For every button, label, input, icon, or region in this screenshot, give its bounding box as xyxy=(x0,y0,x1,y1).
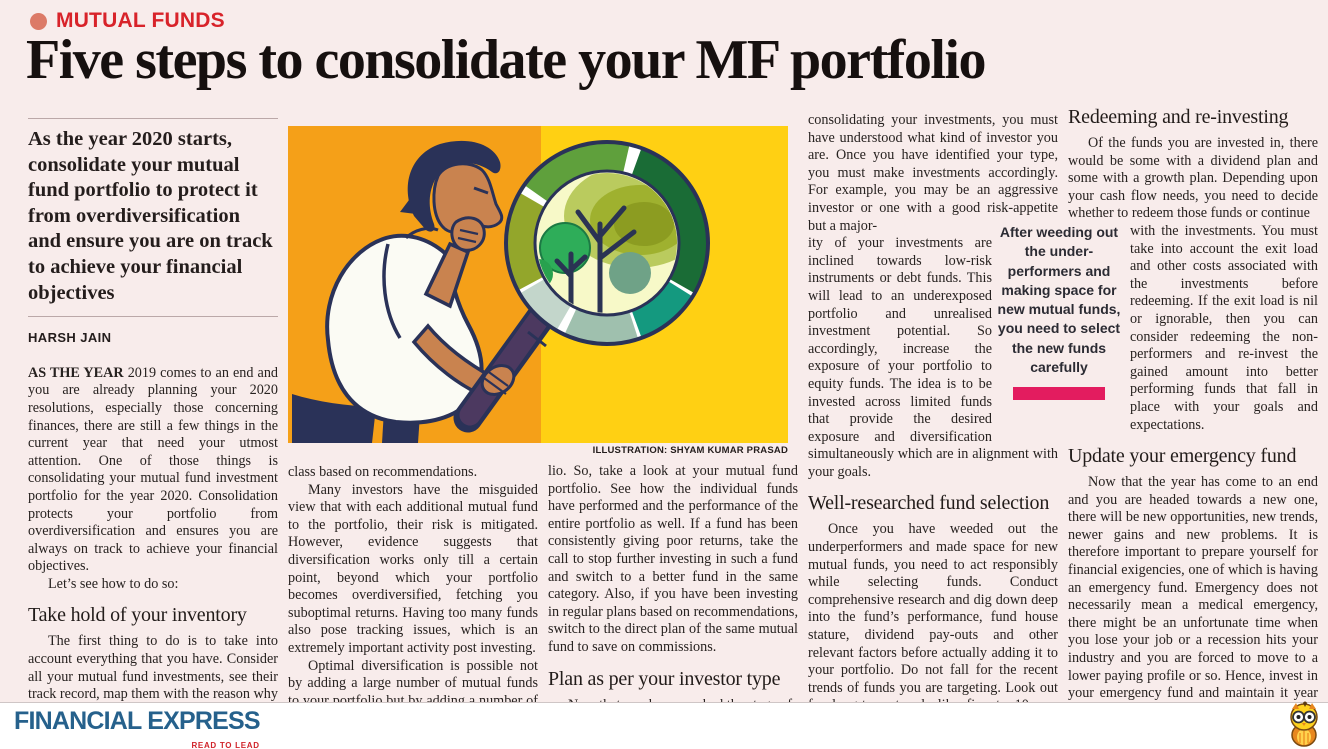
body-paragraph: AS THE YEAR 2019 comes to an end and you… xyxy=(28,365,278,576)
lead-in: AS THE YEAR xyxy=(28,364,124,381)
section-heading-fund-selection: Well-researched fund selection xyxy=(808,492,1050,515)
magnifier-lens xyxy=(504,140,710,346)
pull-quote: After weeding out the under-performers a… xyxy=(988,223,1130,401)
section-label: MUTUAL FUNDS xyxy=(56,9,225,32)
financial-express-logo: FINANCIAL EXPRESS READ TO LEAD xyxy=(14,707,261,749)
man-figure xyxy=(292,140,504,443)
column-5: Redeeming and re-investing Of the funds … xyxy=(1068,106,1318,749)
body-paragraph: ity of your investments are inclined tow… xyxy=(808,235,1058,480)
section-dot-icon xyxy=(30,12,47,30)
paragraph-text: 2019 comes to an end and you are already… xyxy=(28,364,279,575)
body-paragraph: lio. So, take a look at your mutual fund… xyxy=(548,463,798,655)
illustration-credit: ILLUSTRATION: SHYAM KUMAR PRASAD xyxy=(592,445,788,456)
section-kicker: MUTUAL FUNDS xyxy=(30,9,225,33)
body-paragraph: Now that the year has come to an end and… xyxy=(1068,474,1318,719)
column-1: As the year 2020 starts, consolidate you… xyxy=(28,118,278,749)
pull-quote-bar xyxy=(1013,387,1105,401)
divider xyxy=(28,316,278,318)
body-paragraph: Many investors have the misguided view t… xyxy=(288,481,538,656)
footer-meta: Tue, 31 December 2019 https://epaper.fin… xyxy=(174,706,576,749)
footer-bar: FINANCIAL EXPRESS READ TO LEAD Tue, 31 D… xyxy=(0,701,1328,749)
body-paragraph: consolidating your investments, you must… xyxy=(808,112,1058,234)
divider xyxy=(28,118,278,119)
body-paragraph: Let’s see how to do so: xyxy=(48,575,179,592)
standfirst: As the year 2020 starts, consolidate you… xyxy=(28,128,273,304)
logo-tagline: READ TO LEAD xyxy=(191,741,260,749)
column-4: consolidating your investments, you must… xyxy=(808,112,1058,749)
body-paragraph: class based on recommendations. xyxy=(288,464,478,480)
logo-text: FINANCIAL EXPRESS xyxy=(14,707,261,735)
body-paragraph: Of the funds you are invested in, there … xyxy=(1068,135,1318,222)
mf-illustration xyxy=(288,126,788,443)
section-heading-inventory: Take hold of your inventory xyxy=(28,604,247,627)
body-paragraph: with the investments. You must take into… xyxy=(1130,222,1318,433)
byline: HARSH JAIN xyxy=(28,330,112,346)
section-heading-emergency-fund: Update your emergency fund xyxy=(1068,445,1297,468)
pull-quote-text: After weeding out the under-performers a… xyxy=(997,224,1121,376)
section-heading-investor-type: Plan as per your investor type xyxy=(548,667,781,690)
magnifier-handle xyxy=(453,295,561,433)
article-headline: Five steps to consolidate your MF portfo… xyxy=(26,29,986,91)
column-2: class based on recommendations. Many inv… xyxy=(288,464,538,728)
section-heading-redeeming: Redeeming and re-investing xyxy=(1068,106,1289,128)
owl-mascot-icon[interactable] xyxy=(1282,701,1326,747)
column-3: lio. So, take a look at your mutual fund… xyxy=(548,463,798,714)
